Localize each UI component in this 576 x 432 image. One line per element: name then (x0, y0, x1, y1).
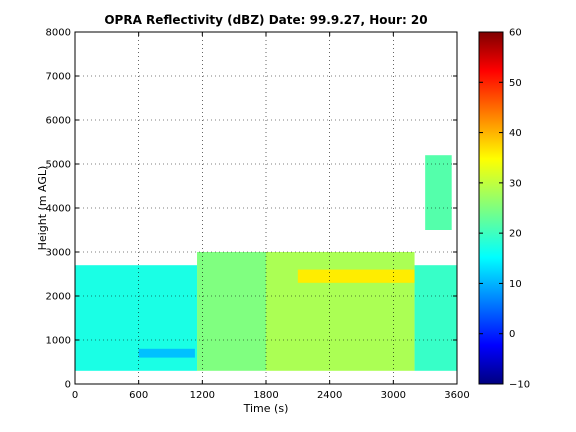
y-tick-label: 6000 (46, 116, 71, 127)
y-axis-label: Height (m AGL) (36, 166, 49, 251)
colorbar-tick-label: 50 (509, 78, 522, 89)
y-tick-label: 7000 (46, 72, 71, 83)
y-tick-label: 4000 (46, 204, 71, 215)
x-axis-label: Time (s) (243, 402, 289, 415)
reflectivity-region (414, 265, 457, 371)
grid-lines (75, 32, 457, 384)
chart-title: OPRA Reflectivity (dBZ) Date: 99.9.27, H… (104, 13, 427, 27)
y-tick-label: 3000 (46, 248, 71, 259)
y-tick-label: 8000 (46, 28, 71, 39)
y-axis-ticks: 0 1000 2000 3000 4000 5000 6000 7000 8000 (46, 28, 457, 391)
y-tick-label: 5000 (46, 160, 71, 171)
colorbar-tick-label: 0 (509, 329, 515, 340)
y-tick-label: 2000 (46, 292, 71, 303)
colorbar-gradient (478, 31, 504, 385)
reflectivity-region (297, 269, 420, 283)
x-tick-label: 0 (72, 390, 78, 401)
colorbar-tick-label: 20 (509, 229, 522, 240)
y-tick-label: 1000 (46, 336, 71, 347)
x-tick-label: 1800 (253, 390, 278, 401)
x-axis-ticks: 0 600 1200 1800 2400 3000 3600 (72, 32, 470, 401)
colorbar-tick-label: 30 (509, 178, 522, 189)
x-tick-label: 600 (129, 390, 148, 401)
colorbar: −10 0 10 20 30 40 50 60 (478, 28, 530, 391)
reflectivity-region (425, 155, 452, 230)
colorbar-tick-label: −10 (509, 380, 530, 391)
reflectivity-heatmap (75, 155, 457, 371)
x-tick-label: 3000 (381, 390, 406, 401)
x-tick-label: 3600 (444, 390, 469, 401)
reflectivity-region (197, 252, 266, 371)
colorbar-tick-label: 60 (509, 28, 522, 39)
colorbar-tick-label: 10 (509, 279, 522, 290)
y-tick-label: 0 (65, 380, 71, 391)
reflectivity-region (138, 348, 195, 358)
plot-area: 0 600 1200 1800 2400 3000 3600 0 1000 2000 3000 40… (46, 28, 470, 402)
x-tick-label: 1200 (190, 390, 215, 401)
x-tick-label: 2400 (317, 390, 342, 401)
colorbar-tick-label: 40 (509, 128, 522, 139)
colorbar-ticks: −10 0 10 20 30 40 50 60 (479, 28, 530, 391)
